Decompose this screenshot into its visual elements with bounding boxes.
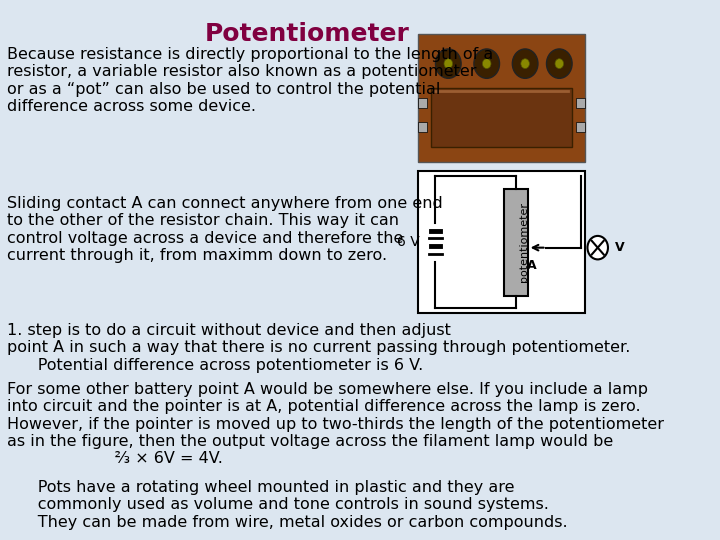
Circle shape [482,59,491,69]
Text: Because resistance is directly proportional to the length of a
resistor, a varia: Because resistance is directly proportio… [6,47,493,114]
Bar [577,98,585,107]
Circle shape [513,49,538,78]
Text: 1. step is to do a circuit without device and then adjust
point A in such a way : 1. step is to do a circuit without devic… [6,323,630,373]
Text: potentiometer: potentiometer [519,202,529,282]
FancyBboxPatch shape [418,171,585,313]
Circle shape [474,49,500,78]
FancyBboxPatch shape [418,34,585,161]
Bar [431,88,572,147]
Circle shape [436,49,461,78]
Text: Sliding contact A can connect anywhere from one end
to the other of the resistor: Sliding contact A can connect anywhere f… [6,196,443,263]
Text: 6 V: 6 V [397,235,420,249]
Circle shape [444,59,453,69]
Circle shape [588,236,608,259]
Circle shape [546,49,572,78]
Circle shape [555,59,564,69]
Text: V: V [615,241,624,254]
Text: Pots have a rotating wheel mounted in plastic and they are
      commonly used a: Pots have a rotating wheel mounted in pl… [6,480,567,530]
Bar [577,123,585,132]
Text: A: A [527,259,537,272]
Bar [418,123,427,132]
Circle shape [521,59,529,69]
Text: Potentiometer: Potentiometer [205,22,410,45]
Text: For some other battery point A would be somewhere else. If you include a lamp
in: For some other battery point A would be … [6,382,664,467]
Bar [418,98,427,107]
Bar [504,189,528,296]
